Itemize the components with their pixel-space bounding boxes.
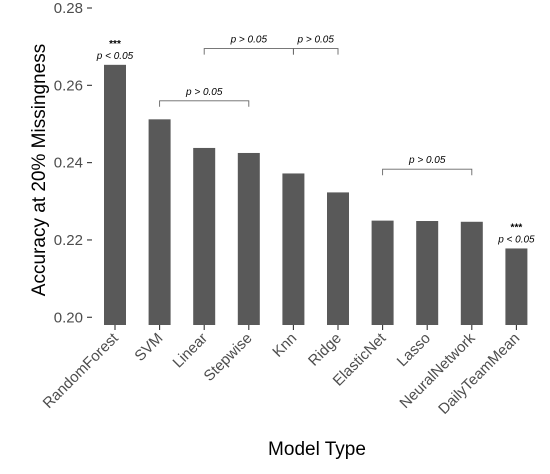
y-tick-label: 0.28 bbox=[54, 0, 83, 17]
y-axis-title: Accuracy at 20% Missingness bbox=[29, 44, 50, 296]
comparison-bracket bbox=[292, 48, 339, 55]
bracket-p-label: p > 0.05 bbox=[185, 87, 223, 98]
y-tick-label: 0.20 bbox=[54, 309, 83, 326]
bar-dailyteammean bbox=[505, 248, 528, 325]
significance-stars: *** bbox=[109, 39, 121, 50]
x-tick-label: Ridge bbox=[305, 330, 345, 370]
bracket-p-label: p > 0.05 bbox=[230, 35, 268, 46]
annotations-group: ***p < 0.05***p < 0.05p > 0.05p > 0.05 p … bbox=[96, 35, 535, 246]
x-tick-label: Knn bbox=[269, 330, 300, 361]
bar-ridge bbox=[327, 192, 349, 325]
y-tick-label: 0.24 bbox=[54, 155, 83, 172]
x-axis-title: Model Type bbox=[268, 439, 366, 460]
significance-p-label: p < 0.05 bbox=[96, 51, 134, 62]
bar-stepwise bbox=[237, 152, 260, 325]
bar-elasticnet bbox=[371, 220, 394, 325]
bar-knn bbox=[282, 173, 305, 325]
y-tick-label: 0.26 bbox=[54, 77, 83, 94]
x-tick-label: DailyTeamMean bbox=[435, 330, 523, 418]
x-tick-label: Lasso bbox=[394, 330, 434, 370]
bar-linear bbox=[193, 147, 216, 325]
y-axis: 0.20 0.22 0.24 0.26 0.28 bbox=[54, 0, 92, 326]
bars-group bbox=[104, 64, 528, 326]
comparison-bracket bbox=[203, 48, 294, 55]
bar-lasso bbox=[416, 221, 439, 325]
x-tick-label: Linear bbox=[170, 330, 212, 372]
comparison-bracket bbox=[159, 100, 250, 107]
x-tick-label: Stepwise bbox=[201, 330, 256, 385]
significance-stars: *** bbox=[511, 222, 523, 233]
bracket-p-label: p > 0.05 bbox=[296, 35, 334, 46]
bar-neuralnetwork bbox=[460, 221, 483, 325]
bar-svm bbox=[148, 119, 171, 326]
bracket-p-label: p > 0.05 bbox=[408, 155, 446, 166]
x-tick-label: RandomForest bbox=[40, 329, 123, 412]
bar-randomforest bbox=[104, 64, 126, 325]
comparison-bracket bbox=[382, 168, 473, 176]
significance-p-label: p < 0.05 bbox=[497, 234, 535, 245]
y-tick-label: 0.22 bbox=[54, 232, 83, 249]
x-tick-label: SVM bbox=[131, 330, 166, 365]
